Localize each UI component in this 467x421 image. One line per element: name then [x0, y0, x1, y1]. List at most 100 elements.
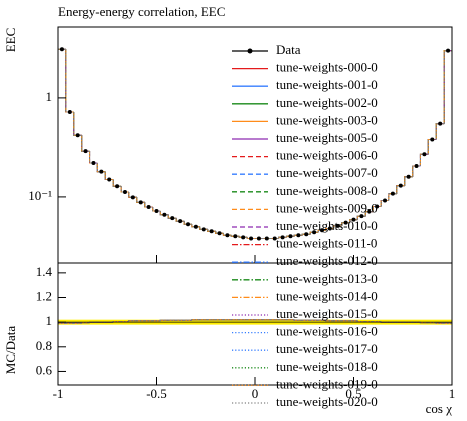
legend-label: tune-weights-007-0	[276, 165, 378, 180]
mc-histogram	[443, 50, 452, 124]
mc-histogram	[65, 49, 74, 113]
mc-histogram	[427, 138, 437, 155]
legend-label: tune-weights-018-0	[276, 359, 378, 374]
mc-histogram	[427, 138, 437, 155]
ratio-line	[159, 319, 169, 321]
mc-histogram	[112, 179, 122, 187]
mc-histogram	[81, 135, 90, 152]
mc-histogram	[427, 138, 437, 155]
mc-histogram	[65, 49, 74, 113]
mc-histogram	[191, 224, 200, 228]
mc-histogram	[81, 135, 90, 152]
ratio-tick-label: 1.2	[36, 288, 52, 303]
mc-histogram	[443, 50, 452, 124]
mc-histogram	[73, 112, 82, 136]
ratio-line	[435, 322, 445, 324]
mc-histogram	[246, 237, 255, 240]
mc-histogram	[81, 135, 90, 152]
mc-histogram	[81, 135, 90, 152]
mc-histogram	[81, 135, 90, 152]
mc-histogram	[73, 112, 82, 136]
mc-histogram	[435, 123, 445, 140]
data-point	[138, 200, 143, 205]
mc-histogram	[81, 135, 90, 152]
mc-histogram	[73, 112, 82, 136]
mc-histogram	[443, 50, 452, 124]
ratio-line	[293, 319, 303, 321]
x-tick-label: -0.5	[146, 386, 167, 401]
data-point	[209, 229, 214, 234]
mc-histogram	[443, 50, 452, 124]
mc-histogram	[65, 49, 74, 113]
mc-histogram	[81, 135, 90, 152]
data-point	[233, 234, 238, 239]
mc-histogram	[81, 135, 90, 152]
mc-histogram	[435, 123, 445, 140]
mc-histogram	[81, 135, 90, 152]
data-point	[201, 227, 206, 232]
data-point	[115, 184, 120, 189]
mc-histogram	[427, 138, 437, 155]
data-point	[296, 233, 301, 238]
mc-histogram	[128, 192, 137, 198]
mc-histogram	[356, 215, 366, 220]
mc-histogram	[65, 49, 74, 113]
x-tick-label: 0.5	[345, 386, 361, 401]
mc-histogram	[427, 138, 437, 155]
data-point	[375, 204, 380, 209]
mc-histogram	[443, 50, 452, 124]
data-point	[288, 234, 293, 239]
ratio-line	[81, 322, 90, 324]
data-point	[162, 212, 167, 217]
mc-histogram	[73, 112, 82, 136]
mc-histogram	[435, 123, 445, 140]
mc-histogram	[81, 135, 90, 152]
mc-histogram	[81, 135, 90, 152]
data-point	[327, 226, 332, 231]
mc-histogram	[175, 218, 185, 222]
mc-histogram	[427, 138, 437, 155]
legend-label: tune-weights-016-0	[276, 324, 378, 339]
y-tick-label: 1	[46, 89, 53, 104]
ratio-line	[128, 320, 137, 322]
legend-label: tune-weights-013-0	[276, 271, 378, 286]
mc-histogram	[435, 123, 445, 140]
mc-histogram	[443, 50, 452, 124]
mc-histogram	[73, 112, 82, 136]
mc-histogram	[443, 50, 452, 124]
mc-histogram	[435, 123, 445, 140]
mc-histogram	[443, 50, 452, 124]
y-axis-label: EEC	[3, 28, 18, 53]
ratio-tick-label: 1	[46, 313, 53, 328]
data-point	[367, 209, 372, 214]
ratio-axis-label: MC/Data	[3, 326, 18, 375]
data-point	[241, 235, 246, 240]
mc-histogram	[333, 225, 342, 229]
mc-histogram	[412, 165, 421, 177]
x-tick-label: 1	[449, 386, 456, 401]
mc-histogram	[443, 50, 452, 124]
data-point	[414, 164, 419, 169]
ratio-tick-label: 0.6	[36, 362, 53, 377]
data-point	[319, 228, 324, 233]
mc-histogram	[120, 186, 129, 193]
mc-histogram	[427, 138, 437, 155]
data-point	[99, 169, 104, 174]
legend-label: tune-weights-009-0	[276, 200, 378, 215]
mc-histogram	[152, 207, 161, 212]
mc-histogram	[435, 123, 445, 140]
mc-histogram	[73, 112, 82, 136]
mc-histogram	[73, 112, 82, 136]
data-point	[122, 190, 127, 195]
data-point	[272, 236, 277, 241]
mc-histogram	[293, 234, 303, 237]
mc-histogram	[443, 50, 452, 124]
mc-histogram	[435, 123, 445, 140]
data-point	[390, 191, 395, 196]
legend-label: tune-weights-011-0	[276, 236, 377, 251]
mc-histogram	[443, 50, 452, 124]
mc-histogram	[443, 50, 452, 124]
data-point	[280, 235, 285, 240]
data-point	[59, 47, 64, 52]
mc-histogram	[435, 123, 445, 140]
